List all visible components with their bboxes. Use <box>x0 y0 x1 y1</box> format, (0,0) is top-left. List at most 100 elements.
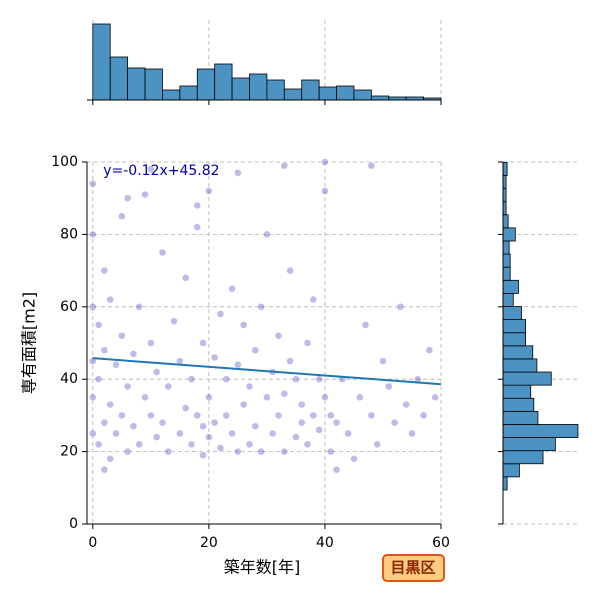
scatter-point <box>297 400 306 409</box>
scatter-point <box>112 429 120 438</box>
histogram-bar <box>353 89 372 101</box>
scatter-point <box>123 382 132 391</box>
scatter-point <box>135 303 143 311</box>
scatter-point <box>280 447 289 456</box>
scatter-point <box>292 433 300 441</box>
histogram-bar <box>196 68 216 101</box>
histogram-bar <box>502 293 514 307</box>
x-tick-label: 0 <box>88 535 97 551</box>
scatter-point <box>257 447 265 456</box>
histogram-bar <box>179 85 198 101</box>
scatter-point <box>408 429 416 438</box>
scatter-point <box>292 375 300 383</box>
histogram-bar <box>502 227 516 242</box>
scatter-point <box>385 382 393 391</box>
scatter-point <box>164 447 172 456</box>
scatter-point <box>89 429 97 438</box>
histogram-bar <box>502 358 538 373</box>
x-tick-label: 20 <box>200 535 218 551</box>
scatter-point <box>210 418 219 427</box>
histogram-bar <box>266 79 285 101</box>
histogram-bar <box>162 89 181 101</box>
scatter-point <box>222 411 231 420</box>
histogram-bar <box>370 95 390 101</box>
scatter-point <box>141 393 149 402</box>
histogram-bar <box>214 63 233 101</box>
scatter-point <box>245 440 254 449</box>
scatter-point <box>326 447 335 456</box>
scatter-point <box>239 400 248 409</box>
scatter-point <box>303 339 312 347</box>
histogram-bar <box>502 332 526 347</box>
scatter-point <box>193 201 202 210</box>
scatter-point <box>129 422 138 431</box>
scatter-point <box>332 465 341 474</box>
scatter-point <box>170 317 178 326</box>
scatter-point <box>187 375 196 383</box>
y-tick-label: 80 <box>60 226 78 242</box>
histogram-bar <box>283 88 303 101</box>
scatter-point <box>118 212 126 221</box>
scatter-point <box>118 411 126 420</box>
scatter-point <box>89 230 97 239</box>
scatter-point <box>216 310 225 318</box>
scatter-point <box>344 429 352 438</box>
badge-box <box>382 554 445 582</box>
scatter-point <box>431 393 439 402</box>
scatter-point <box>274 411 283 420</box>
scatter-point <box>123 447 132 456</box>
scatter-point <box>367 411 376 420</box>
scatter-point <box>228 429 236 438</box>
x-tick-label: 40 <box>316 535 334 551</box>
scatter-point <box>309 295 318 304</box>
scatter-point <box>257 303 265 311</box>
scatter-point <box>193 223 202 231</box>
scatter-point <box>356 393 364 402</box>
scatter-point <box>94 375 103 383</box>
scatter-point <box>147 339 155 347</box>
y-axis-label: 専有面積[m2] <box>20 292 39 394</box>
scatter-point <box>216 444 225 452</box>
scatter-point <box>263 393 271 402</box>
histogram-bar <box>127 67 146 101</box>
y-tick-label: 0 <box>69 516 78 532</box>
histogram-bar <box>502 437 556 452</box>
scatter-point <box>176 429 184 438</box>
scatter-point <box>234 360 242 369</box>
scatter-point <box>425 346 434 354</box>
scatter-point <box>350 455 358 463</box>
scatter-point <box>129 350 138 358</box>
scatter-point <box>89 179 97 188</box>
histogram-bar <box>109 56 129 101</box>
scatter-point <box>100 346 109 354</box>
scatter-point <box>94 440 103 449</box>
scatter-point <box>280 161 289 170</box>
scatter-point <box>199 451 207 459</box>
scatter-point <box>147 411 155 420</box>
histogram-bar <box>318 86 337 101</box>
scatter-point <box>396 303 405 311</box>
scatter-point <box>234 447 242 456</box>
scatter-point <box>181 274 190 282</box>
scatter-point <box>361 321 370 329</box>
scatter-point <box>222 375 231 383</box>
scatter-point <box>100 465 109 474</box>
histogram-bar <box>502 279 519 294</box>
histogram-bar <box>502 424 579 438</box>
histogram-bar <box>144 68 163 101</box>
scatter-point <box>309 411 318 420</box>
scatter-point <box>315 375 323 383</box>
scatter-point <box>181 404 190 412</box>
histogram-bar <box>301 79 320 101</box>
scatter-point <box>106 455 114 463</box>
scatter-point <box>326 411 335 420</box>
histogram-bar <box>502 476 508 491</box>
scatter-point <box>158 418 167 427</box>
y-tick-label: 60 <box>60 299 78 315</box>
scatter-point <box>234 169 242 177</box>
scatter-point <box>321 187 329 195</box>
scatter-point <box>152 433 161 441</box>
scatter-point <box>112 360 120 369</box>
histogram-bar <box>502 410 539 425</box>
histogram-bar <box>502 319 526 334</box>
